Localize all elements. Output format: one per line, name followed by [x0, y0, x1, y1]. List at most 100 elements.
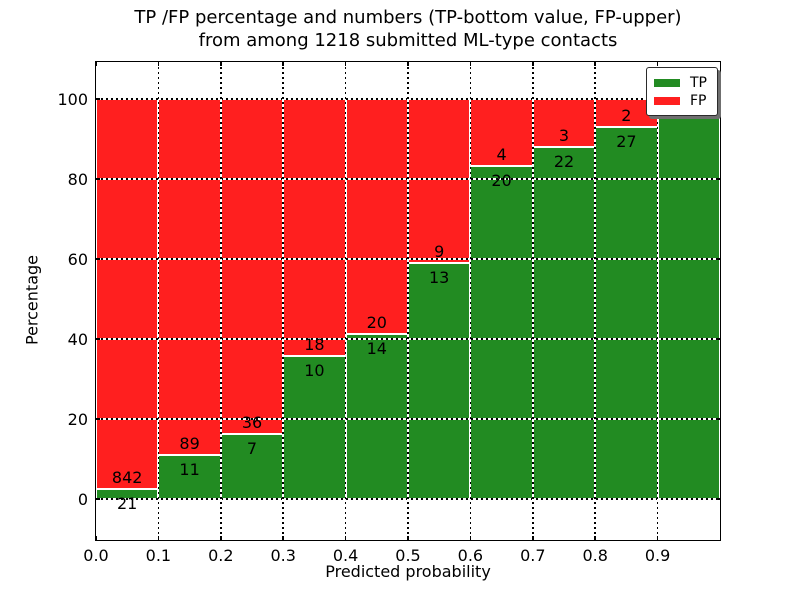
x-tickmark-top [656, 62, 659, 66]
x-tickmark-bottom [656, 536, 659, 540]
x-tickmark-top [96, 62, 97, 66]
plot-area: 8422189113671810201491342032222750 [95, 61, 721, 541]
x-tick-label: 0.2 [208, 546, 234, 565]
tp-count-label: 7 [246, 438, 258, 458]
bar-segment-tp [470, 165, 533, 499]
plot-canvas: 8422189113671810201491342032222750 [96, 62, 720, 540]
fp-color-swatch [654, 97, 680, 105]
fp-count-label: 18 [304, 335, 325, 355]
bar-segment-fp [158, 99, 221, 455]
y-tickmark-left [96, 178, 100, 180]
y-tickmark-left [96, 498, 100, 500]
y-tick-label: 20 [67, 409, 88, 429]
x-tick-label: 0.6 [457, 546, 484, 565]
fp-count-label: 4 [496, 144, 507, 164]
y-tickmark-right [716, 418, 720, 420]
y-tick-label: 0 [77, 489, 88, 509]
y-tickmark-left [96, 418, 100, 420]
tp-color-swatch [654, 79, 680, 87]
x-tick-label: 0.5 [395, 546, 421, 565]
x-tickmark-bottom [532, 536, 534, 540]
vertical-gridline [407, 62, 409, 540]
x-tickmark-top [469, 62, 472, 66]
fp-count-label: 842 [111, 468, 143, 488]
fp-count-label: 2 [621, 105, 632, 125]
tp-count-label: 11 [179, 460, 200, 479]
fp-count-label: 89 [179, 434, 200, 453]
y-tickmark-right [716, 258, 720, 260]
fp-count-label: 20 [366, 313, 387, 333]
x-tickmark-bottom [344, 536, 347, 540]
vertical-gridline [220, 62, 222, 540]
x-tickmark-bottom [157, 536, 160, 540]
vertical-gridline [282, 62, 284, 540]
vertical-gridline [344, 62, 347, 540]
chart-title-line2: from among 1218 submitted ML-type contac… [198, 30, 618, 51]
legend: TP FP [646, 67, 718, 116]
bar-segment-fp [345, 99, 408, 335]
y-tick-label: 80 [67, 169, 88, 189]
legend-label-tp: TP [690, 75, 707, 91]
x-tickmark-bottom [282, 536, 284, 540]
y-tickmark-right [716, 338, 720, 340]
y-tick-label: 60 [67, 249, 88, 269]
x-tickmark-bottom [469, 536, 472, 540]
bar-segment-tp [408, 262, 471, 499]
x-tickmark-top [594, 62, 596, 66]
x-tickmark-bottom [220, 536, 222, 540]
vertical-gridline [532, 62, 534, 540]
x-tick-label: 0.7 [520, 546, 546, 565]
x-tickmark-top [220, 62, 222, 66]
tp-count-label: 27 [616, 131, 637, 151]
y-tickmark-left [96, 338, 100, 340]
y-tickmark-right [716, 498, 720, 500]
bar-segment-tp [595, 126, 658, 499]
tp-count-label: 13 [429, 267, 450, 287]
chart-title-line1: TP /FP percentage and numbers (TP-bottom… [134, 7, 682, 28]
x-tickmark-bottom [407, 536, 409, 540]
bar-segment-fp [283, 99, 346, 357]
legend-item-fp: FP [654, 92, 710, 110]
x-tickmark-top [157, 62, 160, 66]
bar-segment-tp [345, 334, 408, 499]
bar-segment-fp [220, 99, 284, 434]
y-tickmark-right [716, 178, 720, 180]
tp-count-label: 20 [491, 170, 512, 190]
x-tickmark-bottom [594, 536, 596, 540]
chart-title: TP /FP percentage and numbers (TP-bottom… [96, 6, 720, 52]
bar-segment-tp [657, 99, 720, 499]
legend-label-fp: FP [690, 93, 707, 109]
y-tickmark-left [96, 258, 100, 260]
x-tickmark-top [282, 62, 284, 66]
fp-count-label: 9 [434, 241, 445, 261]
y-tickmark-left [96, 98, 100, 100]
tp-count-label: 21 [117, 494, 138, 514]
x-axis-label: Predicted probability [325, 562, 491, 581]
tp-count-label: 22 [553, 152, 575, 171]
bar-segment-fp [96, 99, 159, 490]
fp-count-label: 3 [558, 126, 570, 145]
x-tick-label: 0.4 [332, 546, 359, 565]
x-tick-label: 0.0 [83, 546, 109, 565]
x-tick-label: 0.8 [582, 546, 608, 565]
bar-segment-fp [408, 99, 471, 263]
vertical-gridline [594, 62, 596, 540]
tp-count-label: 10 [304, 361, 325, 381]
y-tickmark-right [716, 98, 720, 100]
y-tick-label: 40 [67, 329, 88, 349]
x-tickmark-top [532, 62, 534, 66]
fp-count-label: 36 [241, 412, 263, 432]
x-tickmark-top [407, 62, 409, 66]
bar-segment-tp [532, 147, 596, 499]
x-tickmark-bottom [96, 536, 97, 540]
x-tick-label: 0.9 [644, 546, 671, 565]
tp-count-label: 14 [366, 339, 387, 359]
y-tick-label: 100 [57, 89, 88, 109]
x-tick-label: 0.3 [270, 546, 296, 565]
vertical-gridline [656, 62, 659, 540]
x-tick-label: 0.1 [145, 546, 172, 565]
x-tickmark-top [344, 62, 347, 66]
legend-item-tp: TP [654, 74, 710, 92]
vertical-gridline [469, 62, 472, 540]
